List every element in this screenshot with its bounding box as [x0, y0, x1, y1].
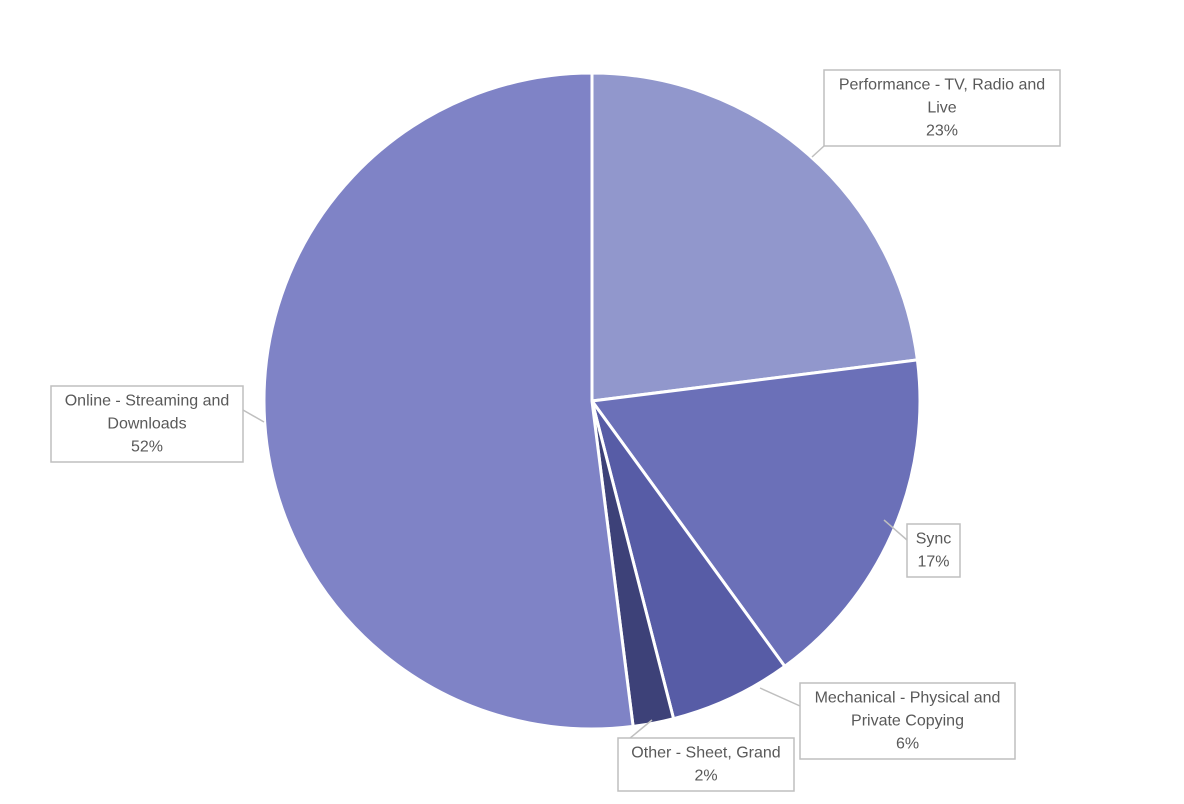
data-labels: Performance - TV, Radio and Live 23% Sync 17…: [50, 69, 1061, 792]
pie-slice-0: [590, 71, 920, 403]
data-label-percent-3: 2%: [694, 768, 717, 785]
leader-line-1: [883, 519, 908, 541]
data-label-box-4: [50, 385, 244, 463]
data-label-name-2-1: Private Copying: [851, 713, 964, 730]
data-label-4: Online - Streaming and Downloads 52%: [50, 385, 244, 463]
data-label-3: Other - Sheet, Grand 2%: [617, 737, 795, 792]
leader-line-0: [811, 145, 825, 158]
data-label-name-0-1: Live: [927, 100, 956, 117]
data-label-percent-1: 17%: [917, 554, 949, 571]
data-label-percent-4: 52%: [131, 439, 163, 456]
data-label-2: Mechanical - Physical and Private Copying…: [799, 682, 1016, 760]
pie-slice-1: [589, 358, 922, 669]
pie-slice-2: [590, 400, 787, 721]
data-label-name-3-0: Other - Sheet, Grand: [631, 745, 780, 762]
data-label-1: Sync 17%: [906, 523, 961, 578]
data-label-percent-2: 6%: [896, 736, 919, 753]
data-label-box-1: [906, 523, 961, 578]
data-label-box-3: [617, 737, 795, 792]
leader-line-4: [242, 409, 265, 423]
pie-slices: [262, 71, 922, 731]
data-label-name-0-0: Performance - TV, Radio and: [839, 77, 1045, 94]
data-label-0: Performance - TV, Radio and Live 23%: [823, 69, 1061, 147]
data-label-name-4-1: Downloads: [107, 416, 186, 433]
leader-line-2: [759, 687, 801, 707]
data-label-percent-0: 23%: [926, 123, 958, 140]
data-label-box-0: [823, 69, 1061, 147]
pie-slice-4: [262, 71, 635, 731]
data-label-name-4-0: Online - Streaming and: [65, 393, 230, 410]
data-label-name-2-0: Mechanical - Physical and: [815, 690, 1001, 707]
data-label-box-2: [799, 682, 1016, 760]
data-label-name-1-0: Sync: [916, 531, 952, 548]
